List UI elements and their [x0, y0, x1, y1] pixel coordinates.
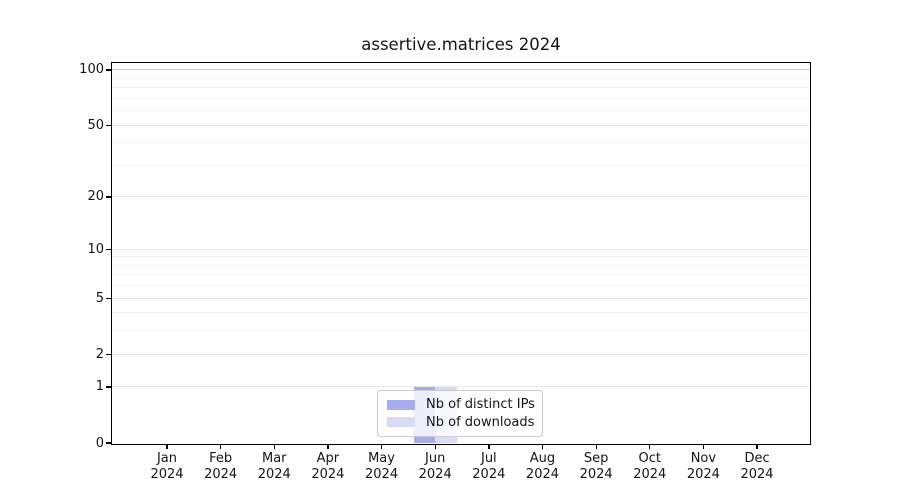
x-tick-label: Mar 2024	[257, 451, 291, 482]
x-tick-label: Dec 2024	[740, 451, 774, 482]
x-tick-mark	[273, 444, 275, 449]
x-tick-label: Jun 2024	[418, 451, 452, 482]
x-tick-label: Sep 2024	[579, 451, 613, 482]
y-tick-mark	[106, 386, 111, 388]
bars-layer	[112, 63, 810, 443]
x-tick-label: Feb 2024	[204, 451, 238, 482]
y-tick-mark	[106, 442, 111, 444]
gridline-major	[112, 248, 810, 250]
x-tick-mark	[488, 444, 490, 449]
y-tick-mark	[106, 353, 111, 355]
y-tick-label: 1	[95, 379, 104, 395]
y-tick-label: 100	[79, 62, 104, 78]
gridline-minor	[112, 330, 810, 332]
x-tick-label: Jan 2024	[150, 451, 184, 482]
x-tick-mark	[595, 444, 597, 449]
y-tick-mark	[106, 248, 111, 250]
legend-label: Nb of downloads	[426, 414, 535, 430]
x-tick-mark	[702, 444, 705, 449]
x-tick-mark	[380, 444, 383, 449]
y-tick-label: 20	[87, 189, 104, 205]
x-tick-label: Oct 2024	[633, 451, 667, 482]
y-tick-label: 50	[87, 117, 104, 133]
gridline-minor	[112, 142, 810, 144]
x-tick-mark	[434, 444, 436, 449]
x-tick-mark	[756, 444, 758, 449]
x-tick-mark	[649, 444, 651, 449]
x-tick-label: Apr 2024	[311, 451, 345, 482]
legend-item: Nb of downloads	[387, 414, 535, 432]
x-tick-label: Aug 2024	[525, 451, 560, 482]
gridline-major	[112, 196, 810, 198]
gridline-minor	[112, 110, 810, 112]
gridline-major	[112, 124, 810, 126]
grid-layer	[112, 63, 810, 443]
y-tick-mark	[106, 69, 111, 71]
gridline-major	[112, 386, 810, 388]
gridline-minor	[112, 87, 810, 89]
chart-title: assertive.matrices 2024	[361, 35, 561, 54]
legend-label: Nb of distinct IPs	[426, 397, 535, 413]
gridline-minor	[112, 264, 810, 266]
y-tick-mark	[106, 124, 111, 126]
gridline-major	[112, 69, 810, 71]
gridline-minor	[112, 256, 810, 258]
y-tick-mark	[106, 297, 111, 299]
y-tick-label: 0	[95, 435, 104, 451]
gridline-minor	[112, 97, 810, 99]
y-tick-label: 2	[95, 346, 104, 362]
x-tick-mark	[327, 444, 329, 449]
x-tick-mark	[166, 444, 168, 449]
gridline-major	[112, 353, 810, 355]
y-tick-label: 5	[95, 290, 104, 306]
legend-swatch	[387, 399, 415, 410]
x-tick-label: May 2024	[365, 451, 399, 482]
legend-swatch	[387, 417, 415, 428]
x-tick-label: Nov 2024	[686, 451, 720, 482]
gridline-minor	[112, 312, 810, 314]
x-tick-label: Jul 2024	[472, 451, 506, 482]
x-tick-mark	[220, 444, 222, 449]
y-tick-mark	[106, 196, 111, 198]
x-tick-mark	[541, 444, 544, 449]
y-tick-label: 10	[87, 241, 104, 257]
legend: Nb of distinct IPs Nb of downloads	[377, 390, 543, 437]
gridline-minor	[112, 285, 810, 287]
gridline-major	[112, 297, 810, 299]
legend-item: Nb of distinct IPs	[387, 396, 535, 414]
gridline-minor	[112, 274, 810, 276]
gridline-minor	[112, 77, 810, 79]
gridline-minor	[112, 164, 810, 166]
